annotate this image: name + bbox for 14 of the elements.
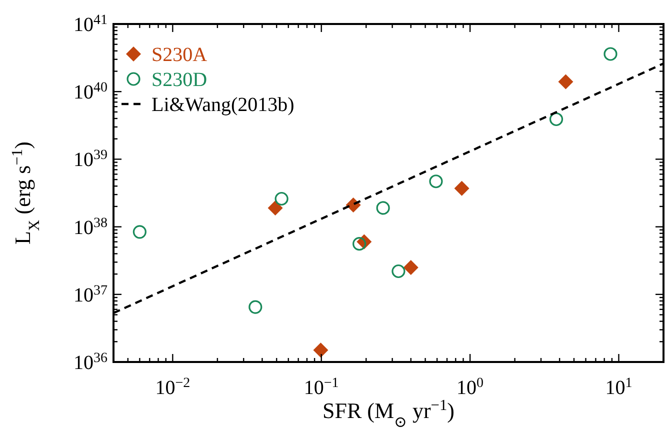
x-tick-label: 10$^{−1}$ (304, 376, 339, 399)
legend-label: Li&Wang(2013b) (152, 94, 294, 116)
x-tick-label: 10$^{0}$ (456, 376, 484, 399)
x-tick-label: 10$^{1}$ (605, 376, 632, 399)
legend-label: S230A (152, 44, 208, 66)
y-tick-label: 10$^{36}$ (74, 350, 108, 374)
x-tick-label: 10$^{−2}$ (155, 376, 190, 399)
y-tick-label: 10$^{39}$ (74, 148, 108, 172)
x-axis-title: SFR (M$_{⊙}$ yr$^{−1}$) (322, 396, 454, 430)
y-tick-label: 10$^{37}$ (74, 282, 108, 306)
y-tick-label: 10$^{40}$ (74, 80, 108, 104)
y-tick-label: 10$^{38}$ (74, 215, 108, 239)
y-tick-label: 10$^{41}$ (74, 12, 108, 36)
legend-label: S230D (152, 69, 208, 91)
